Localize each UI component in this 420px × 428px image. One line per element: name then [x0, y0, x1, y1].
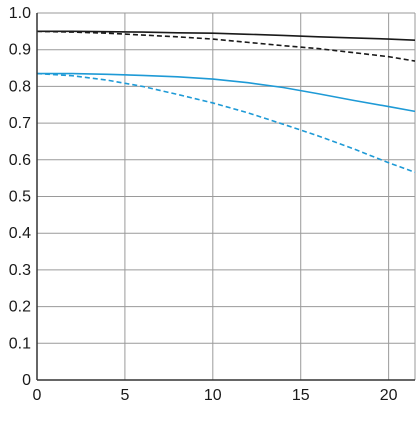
y-tick-label: 0.9	[9, 42, 31, 59]
y-tick-label: 1.0	[9, 5, 31, 22]
y-tick-label: 0.2	[9, 299, 31, 316]
y-tick-label: 0.7	[9, 115, 31, 132]
x-tick-label: 15	[292, 387, 310, 404]
series-line-4	[36, 72, 416, 174]
series-layer	[36, 30, 416, 174]
y-tick-label: 0.6	[9, 152, 31, 169]
y-tick-label: 0.4	[9, 225, 31, 242]
y-tick-label: 0.5	[9, 189, 31, 206]
series-line-3	[37, 72, 416, 113]
x-tick-label: 10	[204, 387, 222, 404]
y-tick-label: 0.1	[9, 335, 31, 352]
y-tick-label: 0	[22, 372, 31, 389]
x-tick-label: 5	[120, 387, 129, 404]
tick-label-layer: 0 0.1 0.2 0.3 0.4 0.5 0.6 0.7 0.8 0.9 1.0 0 5 10 15 20	[9, 5, 398, 404]
x-tick-label: 0	[33, 387, 42, 404]
y-tick-label: 0.3	[9, 262, 31, 279]
grid-layer	[36, 12, 416, 381]
series-line-1	[37, 30, 416, 41]
series-line-2	[36, 30, 416, 62]
y-tick-label: 0.8	[9, 78, 31, 95]
axis-layer	[36, 13, 415, 381]
x-tick-label: 20	[380, 387, 398, 404]
